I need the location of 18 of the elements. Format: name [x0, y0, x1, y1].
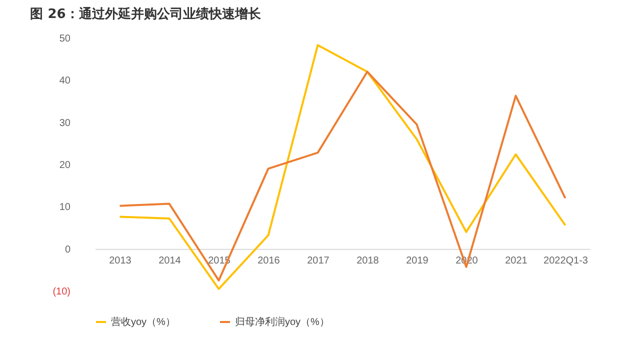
legend-label: 营收yoy（%） — [111, 316, 176, 328]
x-tick-label: 2019 — [406, 255, 429, 266]
x-tick-label: 2017 — [307, 255, 330, 266]
x-tick-label: 2014 — [158, 255, 182, 266]
y-tick-label: 10 — [59, 202, 71, 214]
y-tick-label: 30 — [59, 118, 71, 129]
y-tick-label: 0 — [64, 244, 71, 256]
x-tick-label: 2016 — [258, 255, 280, 266]
y-tick-label: 20 — [59, 160, 71, 171]
x-tick-label: 2022Q1-3 — [544, 255, 588, 266]
x-tick-label: 2013 — [109, 255, 132, 266]
legend-label: 归母净利润yoy（%） — [235, 316, 330, 328]
chart-title: 图 26：通过外延并购公司业绩快速增长 — [30, 6, 262, 22]
y-tick-label: (10) — [52, 286, 70, 298]
y-tick-label: 50 — [59, 34, 71, 44]
x-tick-label: 2018 — [356, 255, 380, 266]
y-tick-label: 40 — [59, 76, 71, 87]
x-tick-label: 2021 — [505, 255, 528, 266]
